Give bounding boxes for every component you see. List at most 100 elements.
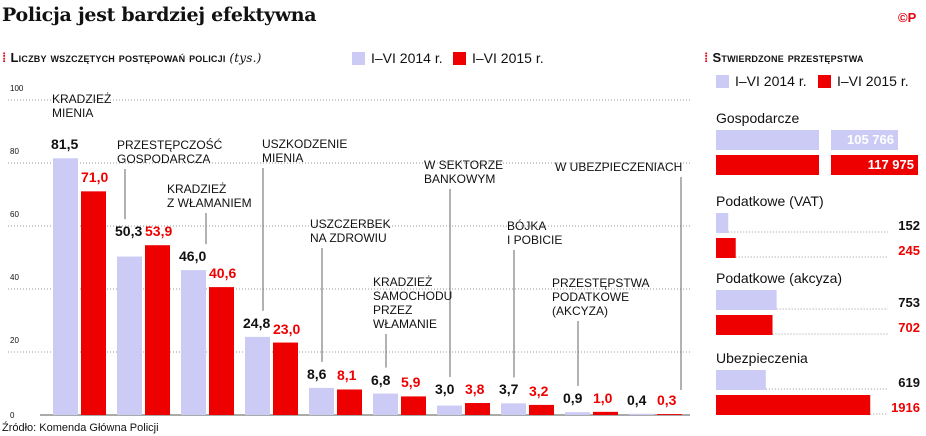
value-label: 753 xyxy=(898,295,920,310)
right-legend-2015: I–VI 2015 r. xyxy=(818,73,909,89)
axis-break-gap xyxy=(819,155,831,175)
right-title-text: Stwierdzone przestępstwa xyxy=(712,50,864,65)
value-label-2014: 3,7 xyxy=(499,381,519,398)
category-label: W ubezpieczeniach xyxy=(555,160,683,174)
bar-2014 xyxy=(565,412,590,415)
bar-2014 xyxy=(181,270,206,415)
legend-2015: I–VI 2015 r. xyxy=(453,50,544,66)
value-label: 619 xyxy=(898,375,920,390)
axis-break-gap xyxy=(819,130,831,150)
bar-2015 xyxy=(716,315,773,335)
value-label: 245 xyxy=(898,243,920,258)
category-label: Przestępczość gospodarcza xyxy=(117,138,223,166)
value-label-2014: 0,4 xyxy=(627,391,647,408)
legend-label: I–VI 2015 r. xyxy=(472,50,544,66)
value-label-2015: 5,9 xyxy=(401,374,421,391)
dots-icon: ⁞ xyxy=(704,50,709,65)
value-label-2015: 1,0 xyxy=(593,389,613,406)
legend-2014: I–VI 2014 r. xyxy=(352,50,443,66)
source-note: Źródło: Komenda Główna Policji xyxy=(2,422,159,434)
value-label: 702 xyxy=(898,320,920,335)
legend-label: I–VI 2014 r. xyxy=(735,73,807,89)
value-label-2015: 71,0 xyxy=(81,169,109,186)
bar-2014 xyxy=(716,290,777,310)
y-tick-label: 40 xyxy=(10,273,19,282)
category-label: Kradzież samochodu przez włamanie xyxy=(373,275,453,331)
bar-2014 xyxy=(629,413,654,415)
legend-swatch-2014 xyxy=(716,74,729,88)
value-label-2015: 53,9 xyxy=(145,223,173,240)
value-label: 1916 xyxy=(891,400,920,415)
bar-2015 xyxy=(401,396,426,415)
bar-2014 xyxy=(716,213,729,233)
bar-2014 xyxy=(716,370,766,390)
left-chart-title: ⁞ Liczby wszczętych postępowań policji (t… xyxy=(2,50,261,65)
value-label-2014: 8,6 xyxy=(307,365,327,382)
value-label-2015: 23,0 xyxy=(273,320,301,337)
category-label: W sektorze bankowym xyxy=(424,158,504,186)
legend-label: I–VI 2014 r. xyxy=(371,50,443,66)
bar-2015 xyxy=(593,411,618,415)
dots-icon: ⁞ xyxy=(2,50,7,65)
legend-swatch-2015 xyxy=(453,51,466,65)
bar-2015 xyxy=(337,389,362,415)
row-label: Gospodarcze xyxy=(716,110,800,126)
bar-2014 xyxy=(53,158,78,415)
y-tick-label: 80 xyxy=(10,147,19,156)
category-label: Uszkodzenie mienia xyxy=(262,137,348,165)
category-label: Kradzież mienia xyxy=(52,92,112,120)
value-label-2014: 0,9 xyxy=(563,389,583,406)
row-label: Podatkowe (VAT) xyxy=(716,193,824,209)
left-title-text: Liczby wszczętych postępowań policji xyxy=(10,50,226,65)
legend-label: I–VI 2015 r. xyxy=(837,73,909,89)
bar-2015 xyxy=(145,245,170,415)
publisher-logo: ©P xyxy=(898,10,917,25)
value-label-2015: 8,1 xyxy=(337,367,357,384)
value-label-2015: 40,6 xyxy=(209,265,237,282)
legend-swatch-2014 xyxy=(352,51,365,65)
category-label: Bójka i pobicie xyxy=(507,219,563,247)
y-tick-label: 100 xyxy=(10,84,24,93)
value-label-2014: 81,5 xyxy=(51,136,79,153)
y-tick-label: 60 xyxy=(10,210,19,219)
bar-2015 xyxy=(209,287,234,415)
bar-2014 xyxy=(501,403,526,415)
category-label: Uszczerbek na zdrowiu xyxy=(310,217,391,245)
bar-2014 xyxy=(309,387,334,415)
value-label-2014: 3,0 xyxy=(435,381,455,398)
value-label-2015: 0,3 xyxy=(657,392,677,409)
bar-2015 xyxy=(716,238,736,258)
bar-2015 xyxy=(716,155,918,175)
value-label-2014: 6,8 xyxy=(371,371,391,388)
value-label-2014: 46,0 xyxy=(179,248,207,265)
category-label: Przestępstwa podatkowe (akcyza) xyxy=(552,276,650,318)
value-label-2014: 24,8 xyxy=(243,314,271,331)
bar-2015 xyxy=(465,403,490,415)
value-label: 152 xyxy=(898,218,920,233)
value-label-2014: 50,3 xyxy=(115,223,143,240)
right-legend-2014: I–VI 2014 r. xyxy=(716,73,807,89)
right-chart-title: ⁞ Stwierdzone przestępstwa xyxy=(704,50,864,65)
bar-2014 xyxy=(716,130,898,150)
bar-2014 xyxy=(373,393,398,415)
bar-2015 xyxy=(529,404,554,415)
value-label: 117 975 xyxy=(867,157,914,172)
row-label: Ubezpieczenia xyxy=(716,350,808,366)
bar-2014 xyxy=(117,256,142,415)
legend-swatch-2015 xyxy=(818,74,831,88)
bar-2015 xyxy=(81,191,106,415)
category-label: Kradzież z włamaniem xyxy=(167,182,252,210)
value-label: 105 766 xyxy=(847,132,894,147)
bar-2015 xyxy=(657,414,682,415)
value-label-2015: 3,8 xyxy=(465,381,485,398)
y-tick-label: 0 xyxy=(10,411,15,420)
bar-2015 xyxy=(273,342,298,415)
value-label-2015: 3,2 xyxy=(529,382,549,399)
y-tick-label: 20 xyxy=(10,336,19,345)
unit-label: (tys.) xyxy=(229,51,262,65)
page-title: Policja jest bardziej efektywna xyxy=(2,4,317,26)
bar-2015 xyxy=(716,395,871,415)
bar-2014 xyxy=(437,405,462,415)
